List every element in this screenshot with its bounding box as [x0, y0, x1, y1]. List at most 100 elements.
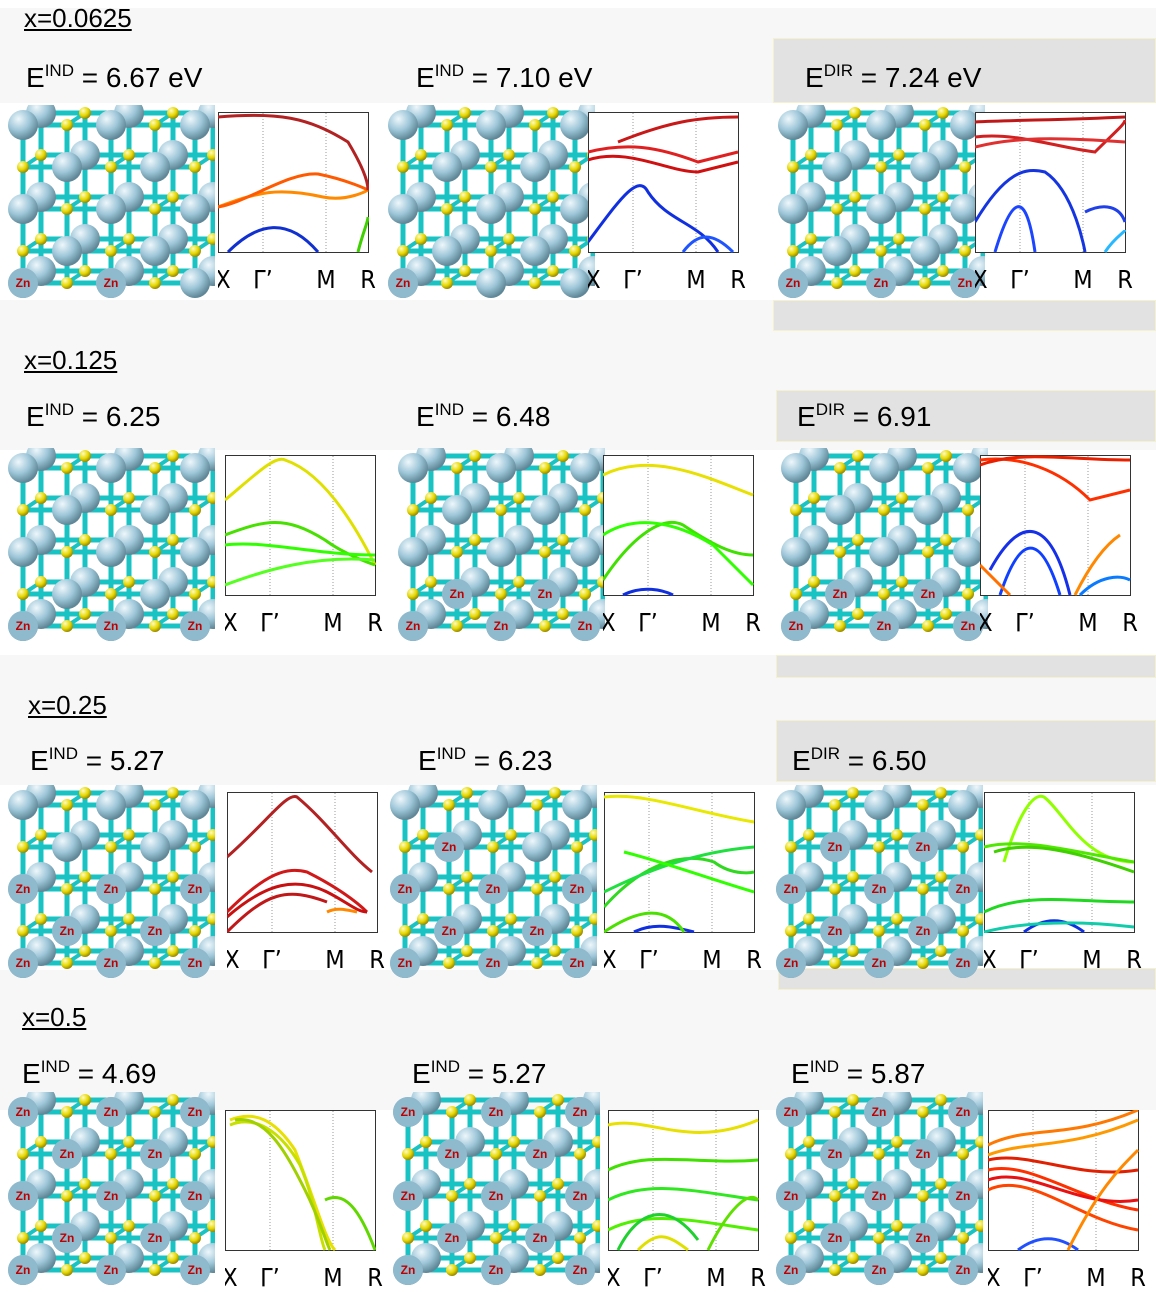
zn-atom-label: Zn: [188, 619, 203, 633]
band-line: [706, 1196, 759, 1251]
crystal-structure: Zn Zn Zn: [778, 105, 985, 298]
k-point-label: M: [701, 608, 720, 637]
zn-atom-label: Zn: [874, 276, 889, 290]
band-line: [1066, 1148, 1139, 1251]
k-point-label: X: [225, 1263, 238, 1292]
zn-atom-label: Zn: [956, 882, 971, 896]
zn-atom-label: Zn: [958, 276, 973, 290]
concentration-heading: x=0.25: [28, 690, 107, 720]
zn-atom-label: Zn: [60, 1147, 75, 1161]
band-gap-label: EIND = 6.67 eV: [26, 61, 203, 93]
zn-atom-label: Zn: [828, 840, 843, 854]
k-point-label: M: [702, 945, 721, 974]
band-line: [356, 216, 369, 253]
k-point-label: Γ’: [1015, 608, 1035, 637]
zn-atom-label: Zn: [398, 882, 413, 896]
k-point-label: R: [369, 945, 385, 974]
zn-atom-label: Zn: [573, 1263, 588, 1277]
band-structure-plot: X Γ’ M R: [988, 1110, 1146, 1292]
k-point-label: M: [1086, 1263, 1105, 1292]
band-line: [227, 882, 368, 919]
zn-atom-label: Zn: [828, 924, 843, 938]
zn-atom-label: Zn: [573, 1105, 588, 1119]
band-structure-plot: X Γ’ M R: [227, 792, 385, 974]
k-point-label: Γ’: [643, 1263, 663, 1292]
k-point-label: X: [988, 1263, 1001, 1292]
k-point-label: X: [604, 945, 617, 974]
k-point-label: Γ’: [1019, 945, 1039, 974]
k-point-label: R: [360, 265, 376, 294]
zn-atom-label: Zn: [494, 619, 509, 633]
zn-atom-label: Zn: [450, 587, 465, 601]
zn-atom-label: Zn: [401, 1263, 416, 1277]
k-point-label: Γ’: [1010, 265, 1030, 294]
gap-highlight: [773, 300, 1156, 331]
band-line: [588, 145, 739, 164]
band-line: [681, 235, 735, 253]
band-line: [588, 154, 739, 174]
zn-atom-label: Zn: [16, 1189, 31, 1203]
k-point-label: R: [750, 1263, 766, 1292]
zn-atom-label: Zn: [956, 1189, 971, 1203]
band-line: [218, 113, 369, 191]
concentration-heading: x=0.125: [24, 345, 118, 375]
k-point-label: R: [745, 608, 761, 637]
band-structure-plot: X Γ’ M R: [603, 455, 761, 637]
band-gap-label: EDIR = 6.50: [792, 744, 927, 776]
band-structure-plot: X Γ’ M R: [975, 112, 1133, 294]
plot-frame: [227, 792, 378, 933]
gap-highlight: [776, 390, 1156, 442]
crystal-structure: Zn Zn Zn: [8, 448, 215, 641]
plot-frame: [218, 112, 369, 253]
zn-atom-label: Zn: [784, 956, 799, 970]
k-point-label: X: [975, 265, 988, 294]
band-line: [227, 892, 328, 933]
band-line: [1084, 205, 1126, 223]
zn-atom-label: Zn: [573, 1189, 588, 1203]
k-point-label: Γ’: [260, 608, 280, 637]
zn-atom-label: Zn: [578, 619, 593, 633]
band-line: [225, 557, 376, 587]
k-point-label: M: [323, 608, 342, 637]
zn-atom-label: Zn: [188, 956, 203, 970]
zn-atom-label: Zn: [104, 1263, 119, 1277]
zn-atom-label: Zn: [104, 1105, 119, 1119]
zn-atom-label: Zn: [916, 1147, 931, 1161]
band-line: [604, 911, 686, 933]
k-point-label: M: [1078, 608, 1097, 637]
k-point-label: R: [730, 265, 746, 294]
band-line: [229, 1114, 337, 1251]
zn-atom-label: Zn: [398, 956, 413, 970]
band-structure-plot: X Γ’ M R: [225, 455, 383, 637]
k-point-label: R: [367, 608, 383, 637]
k-point-label: Γ’: [260, 1263, 280, 1292]
band-structure-plot: X Γ’ M R: [218, 112, 376, 294]
zn-atom-label: Zn: [530, 924, 545, 938]
band-line: [324, 1196, 376, 1251]
k-point-label: R: [1117, 265, 1133, 294]
concentration-heading: x=0.5: [22, 1002, 87, 1032]
zn-atom-label: Zn: [16, 1263, 31, 1277]
band-line: [604, 794, 755, 824]
zn-atom-label: Zn: [401, 1189, 416, 1203]
zn-atom-label: Zn: [961, 619, 976, 633]
zn-atom-label: Zn: [784, 1105, 799, 1119]
plot-frame: [588, 112, 739, 253]
zn-atom-label: Zn: [16, 882, 31, 896]
zn-atom-label: Zn: [445, 1147, 460, 1161]
zn-atom-label: Zn: [60, 1231, 75, 1245]
band-line: [975, 115, 1126, 124]
k-point-label: Γ’: [1023, 1263, 1043, 1292]
band-line: [227, 868, 369, 914]
band-gap-label: EIND = 7.10 eV: [416, 61, 593, 93]
band-line: [988, 1175, 1139, 1203]
band-line: [636, 1235, 689, 1251]
k-point-label: X: [608, 1263, 621, 1292]
zn-atom-label: Zn: [16, 619, 31, 633]
k-point-label: M: [1073, 265, 1092, 294]
row-band: [0, 970, 1156, 1110]
band-structure-plot: X Γ’ M R: [588, 112, 746, 294]
zn-atom-label: Zn: [16, 956, 31, 970]
band-line: [975, 137, 1126, 149]
band-structure-plot: X Γ’ M R: [980, 455, 1138, 637]
